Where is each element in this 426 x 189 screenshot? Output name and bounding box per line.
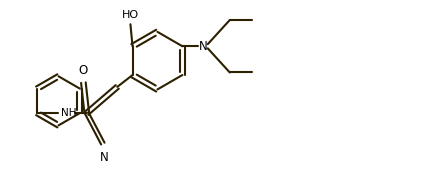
- Text: N: N: [199, 40, 207, 53]
- Text: O: O: [79, 64, 88, 77]
- Text: N: N: [100, 151, 109, 164]
- Text: HO: HO: [122, 10, 139, 20]
- Text: NH: NH: [60, 108, 76, 118]
